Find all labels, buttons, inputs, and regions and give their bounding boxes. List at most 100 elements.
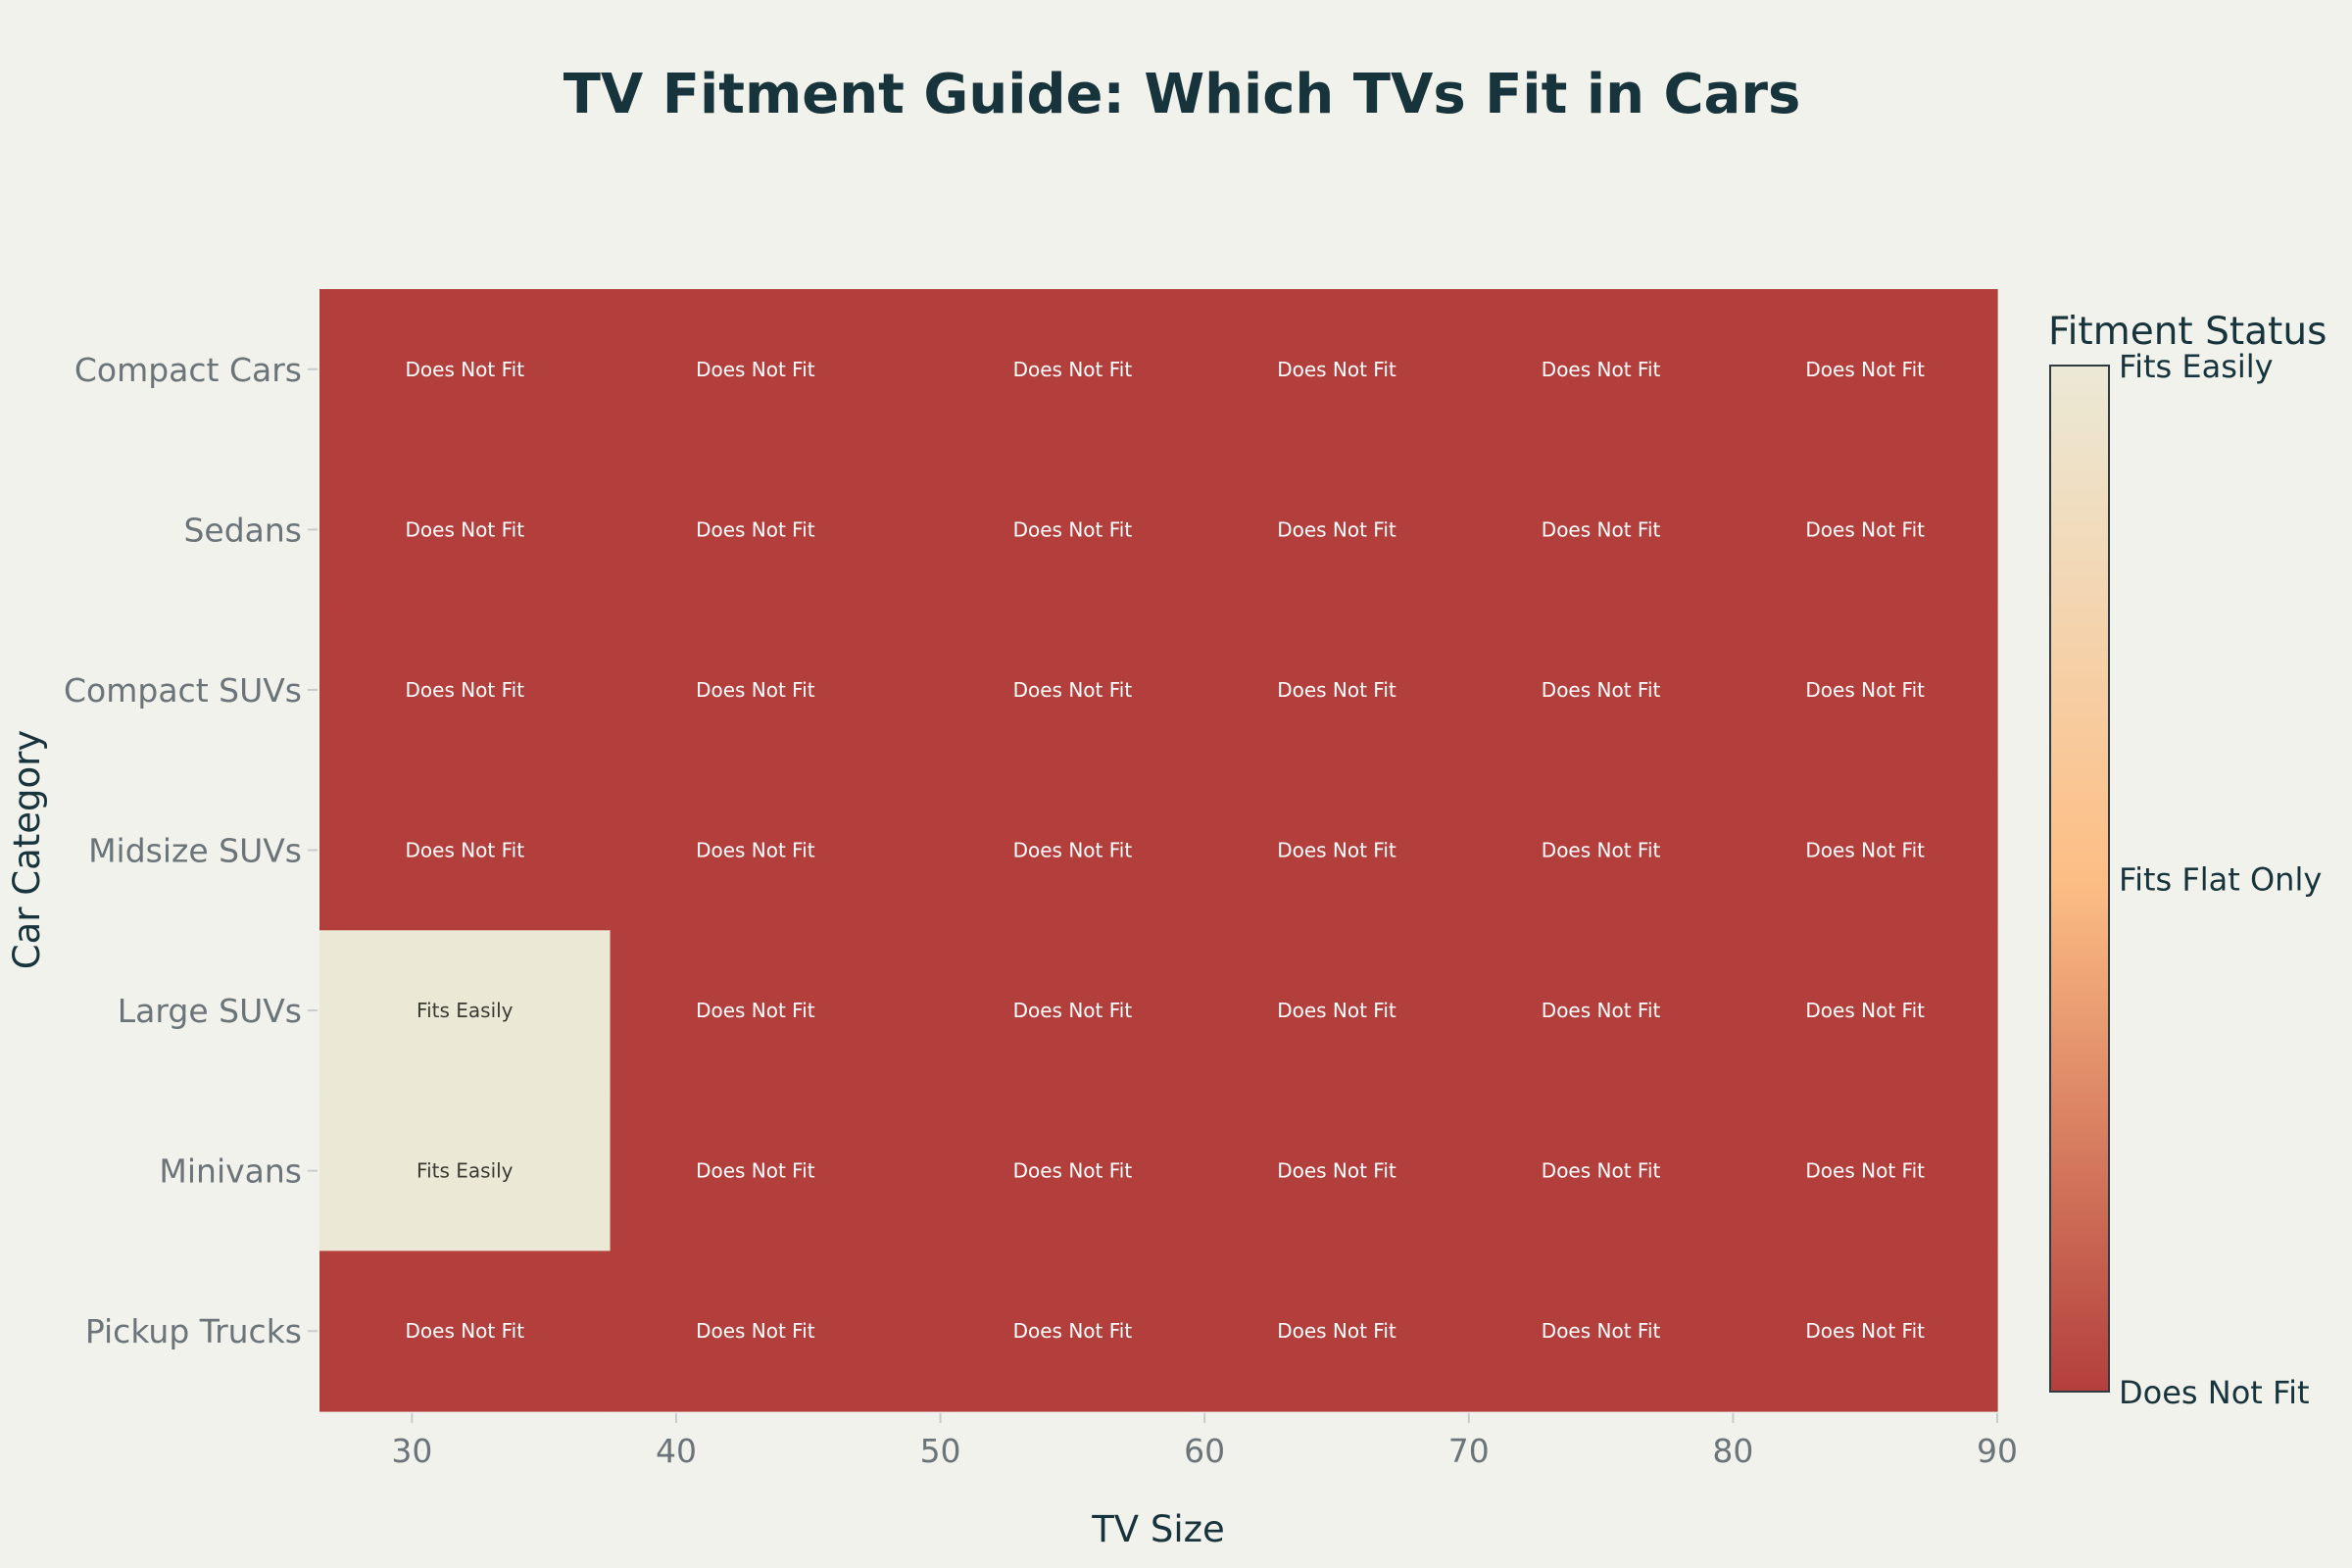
colorbar-tick-label: Does Not Fit [2119,1374,2310,1411]
cell-label: Does Not Fit [1277,999,1396,1022]
cell-label: Does Not Fit [1013,517,1133,541]
heatmap-cell [1719,930,1998,1092]
heatmap-cell [1455,289,1721,451]
heatmap-cell [610,930,955,1092]
cell-label: Does Not Fit [1805,358,1925,381]
cell-label: Does Not Fit [1277,1159,1396,1183]
heatmap-cell [1719,769,1998,931]
cell-label: Does Not Fit [1805,839,1925,862]
heatmap-cell [610,769,955,931]
heatmap-cell [319,610,612,771]
heatmap-cell [610,610,955,771]
x-tick-label: 70 [1448,1432,1490,1470]
cell-label: Does Not Fit [1277,1319,1396,1343]
heatmap-cell [610,1250,955,1412]
y-tick-label: Large SUVs [118,992,302,1030]
cell-label: Does Not Fit [696,678,815,702]
cell-label: Does Not Fit [1013,1159,1133,1183]
heatmap-cell [319,769,612,931]
colorbar-ticks: Does Not Fit Fits Flat Only Fits Easily [2119,348,2322,1411]
colorbar-title: Fitment Status [2048,310,2327,354]
x-tick-label: 50 [920,1432,961,1470]
heatmap-cell [1455,610,1721,771]
heatmap-cell [954,1090,1193,1252]
cell-label: Does Not Fit [1277,517,1396,541]
cell-label: Does Not Fit [1805,999,1925,1022]
cell-labels: Does Not Fit Does Not Fit Does Not Fit Does… [406,358,1926,1343]
heatmap-cell [610,289,955,451]
y-tick-label: Sedans [183,511,302,549]
heatmap-cell [1719,1090,1998,1252]
heatmap-cell [1191,289,1456,451]
y-tick-label: Pickup Trucks [85,1312,302,1350]
heatmap-cell [954,289,1193,451]
heatmap-cells [319,289,1998,1412]
heatmap-cell [610,1090,955,1252]
colorbar-tick-label: Fits Easily [2119,348,2274,385]
cell-label: Does Not Fit [1805,1319,1925,1343]
heatmap-cell [1455,1250,1721,1412]
heatmap-cell [1191,769,1456,931]
colorbar-tick-label: Fits Flat Only [2119,861,2322,899]
cell-label: Does Not Fit [1805,678,1925,702]
cell-label: Does Not Fit [1013,1319,1133,1343]
y-tick-label: Minivans [159,1152,302,1191]
cell-label: Does Not Fit [406,839,525,862]
heatmap-cell [954,1250,1193,1412]
cell-label: Does Not Fit [406,678,525,702]
cell-label: Does Not Fit [1277,358,1396,381]
y-tick-label: Midsize SUVs [88,832,302,870]
heatmap-cell [1719,449,1998,611]
y-axis-title: Car Category [6,730,48,970]
x-axis-ticks: 30 40 50 60 70 80 90 [391,1413,2018,1470]
heatmap-cell [1719,1250,1998,1412]
cell-label: Does Not Fit [1277,678,1396,702]
cell-label: Does Not Fit [1013,358,1133,381]
heatmap-cell [954,930,1193,1092]
x-tick-label: 30 [391,1432,432,1470]
y-tick-label: Compact Cars [74,351,302,389]
heatmap-cell [319,289,612,451]
cell-label: Does Not Fit [1013,678,1133,702]
heatmap-cell [1455,769,1721,931]
cell-label: Does Not Fit [696,1159,815,1183]
cell-label: Does Not Fit [696,1319,815,1343]
cell-label: Does Not Fit [1542,678,1661,702]
cell-label: Does Not Fit [1542,517,1661,541]
heatmap-cell [319,1090,612,1252]
heatmap-cell [954,769,1193,931]
cell-label: Does Not Fit [1277,839,1396,862]
heatmap-cell [1191,1250,1456,1412]
cell-label: Fits Easily [416,1159,514,1183]
cell-label: Does Not Fit [1805,1159,1925,1183]
cell-label: Does Not Fit [696,358,815,381]
heatmap-cell [319,930,612,1092]
heatmap-cell [319,449,612,611]
colorbar-gradient [2049,365,2110,1393]
cell-label: Does Not Fit [1013,839,1133,862]
cell-label: Does Not Fit [696,517,815,541]
heatmap-cell [1191,930,1456,1092]
cell-label: Does Not Fit [696,999,815,1022]
x-tick-label: 90 [1977,1432,2018,1470]
cell-label: Does Not Fit [1542,999,1661,1022]
y-tick-label: Compact SUVs [64,671,302,710]
cell-label: Does Not Fit [1542,1319,1661,1343]
cell-label: Does Not Fit [406,1319,525,1343]
heatmap-cell [1191,610,1456,771]
x-tick-label: 80 [1712,1432,1753,1470]
cell-label: Does Not Fit [696,839,815,862]
heatmap-cell [954,610,1193,771]
heatmap-cell [319,1250,612,1412]
cell-label: Does Not Fit [1542,358,1661,381]
cell-label: Does Not Fit [1542,1159,1661,1183]
cell-label: Does Not Fit [406,517,525,541]
x-axis-title: TV Size [1091,1508,1225,1550]
chart-title: TV Fitment Guide: Which TVs Fit in Cars [564,63,1801,126]
heatmap-cell [1719,610,1998,771]
heatmap-cell [954,449,1193,611]
x-tick-label: 40 [656,1432,697,1470]
colorbar: Fitment Status Does Not Fit Fits Flat Onl… [2048,310,2327,1411]
heatmap-cell [1455,930,1721,1092]
